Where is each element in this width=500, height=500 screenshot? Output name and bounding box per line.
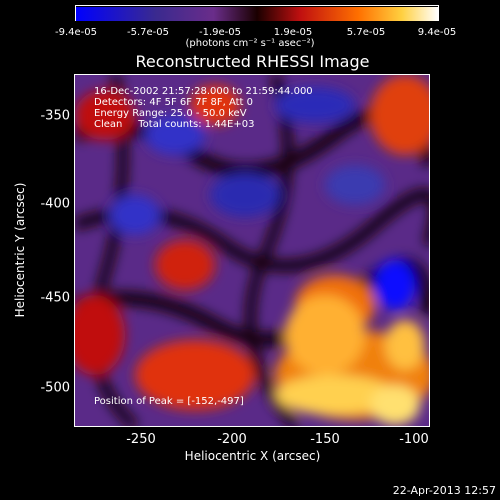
y-tick-label: -350 xyxy=(40,108,70,124)
info-counts: Clean Total counts: 1.44E+03 xyxy=(94,119,255,130)
y-tick-label: -500 xyxy=(40,380,70,396)
colorbar-gradient xyxy=(76,7,438,21)
colorbar-tick: -9.4e-05 xyxy=(55,27,97,38)
y-tick-label: -400 xyxy=(40,196,70,212)
x-tick-label: -150 xyxy=(310,432,340,447)
colorbar-tick: -5.7e-05 xyxy=(127,27,169,38)
colorbar-tick: 5.7e-05 xyxy=(346,27,386,38)
info-energy-range: Energy Range: 25.0 - 50.0 keV xyxy=(94,108,247,119)
image-heatmap xyxy=(75,75,429,426)
x-tick-label: -250 xyxy=(126,432,156,447)
info-time-range: 16-Dec-2002 21:57:28.000 to 21:59:44.000 xyxy=(94,86,313,97)
x-axis-label: Heliocentric X (arcsec) xyxy=(184,449,321,463)
colorbar-units: (photons cm⁻² s⁻¹ asec⁻²) xyxy=(185,38,315,49)
colorbar-tick: 1.9e-05 xyxy=(273,27,313,38)
y-tick-label: -450 xyxy=(40,290,70,306)
info-detectors: Detectors: 4F 5F 6F 7F 8F, Att 0 xyxy=(94,97,254,108)
colorbar xyxy=(75,5,439,21)
plot-timestamp: 22-Apr-2013 12:57 xyxy=(392,484,496,497)
rhessi-image xyxy=(74,74,430,427)
y-axis-label: Heliocentric Y (arcsec) xyxy=(13,182,27,318)
x-tick-label: -100 xyxy=(399,432,429,447)
colorbar-tick: 9.4e-05 xyxy=(417,27,457,38)
info-peak-position: Position of Peak = [-152,-497] xyxy=(94,396,244,407)
plot-title: Reconstructed RHESSI Image xyxy=(135,52,370,71)
x-tick-label: -200 xyxy=(217,432,247,447)
colorbar-tick: -1.9e-05 xyxy=(199,27,241,38)
